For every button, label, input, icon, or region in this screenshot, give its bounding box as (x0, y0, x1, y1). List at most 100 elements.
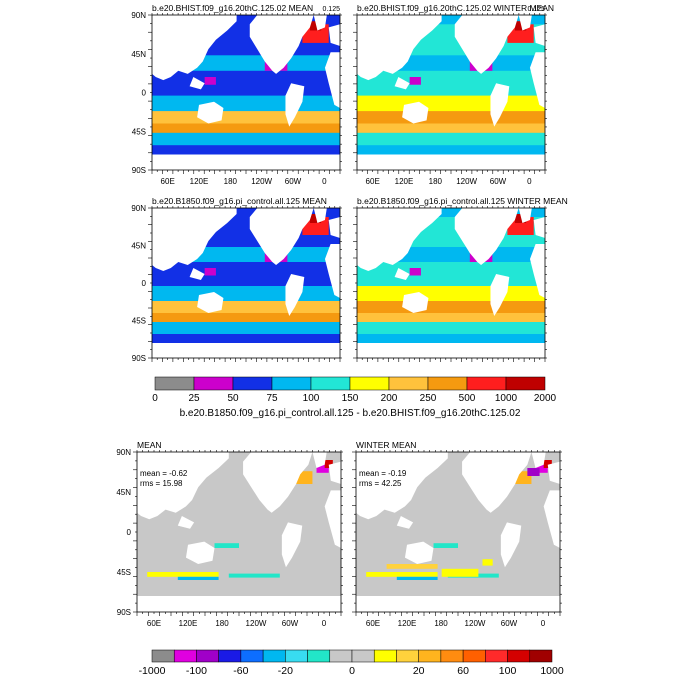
ocean-band (357, 95, 545, 112)
ocean-band (357, 322, 545, 335)
map-panel-p2: b.e20.B1850.f09_g16.pi_control.all.125 M… (131, 196, 342, 363)
ocean-band (152, 145, 340, 155)
coastal-band (409, 77, 421, 85)
lat-label: 90S (132, 354, 146, 363)
colorbar-swatch (173, 649, 197, 663)
ocean-band (152, 111, 340, 124)
colorbar-swatch (196, 649, 219, 663)
colorbar-label: 20 (413, 665, 425, 677)
hotspot (507, 217, 534, 235)
colorbar-label: 25 (188, 393, 200, 404)
panel-title: b.e20.BHIST.f09_g16.20thC.125.02 MEAN (152, 3, 313, 13)
map-panel-p3: b.e20.B1850.f09_g16.pi_control.all.125 W… (353, 196, 568, 362)
lat-label: 0 (142, 89, 147, 98)
lon-label: 180 (224, 177, 238, 186)
colorbar-label: 1000 (540, 665, 564, 677)
map-area (356, 452, 560, 612)
ocean-band (152, 322, 340, 335)
hotspot (302, 24, 329, 43)
anomaly-patch (316, 463, 329, 473)
lat-label: 0 (127, 528, 132, 537)
ocean-band (357, 301, 545, 314)
hotspot (309, 21, 322, 31)
lon-label: 60W (282, 619, 299, 628)
lat-label: 45N (116, 488, 131, 497)
anomaly-patch (177, 576, 219, 580)
colorbar-swatch (310, 376, 351, 391)
map-area (357, 208, 545, 358)
ocean-band (357, 123, 545, 134)
colorbar-label: -20 (278, 665, 293, 677)
stat-mean: mean = -0.62 (140, 469, 188, 478)
coastal-band (409, 268, 421, 276)
colorbar-label: 50 (227, 393, 239, 404)
lon-label: 180 (215, 619, 229, 628)
lon-label: 60E (366, 619, 380, 628)
anomaly-patch (386, 564, 438, 569)
hotspot (514, 214, 527, 223)
anomaly-patch (214, 543, 239, 548)
colorbar-top: 0 25 50 75 100 150 200 250 500 1000 2000 (152, 376, 557, 404)
colorbar-swatch (307, 649, 331, 663)
colorbar-swatch (151, 649, 175, 663)
lon-label: 0 (527, 177, 532, 186)
panel-title: MEAN (137, 440, 162, 450)
ocean-band (152, 334, 340, 344)
stat-rms: rms = 42.25 (359, 479, 402, 488)
colorbar-label: 60 (457, 665, 469, 677)
lon-label: 180 (434, 619, 448, 628)
stat-rms: rms = 15.98 (140, 479, 183, 488)
colorbar-label: -100 (186, 665, 207, 677)
lon-label: 0 (541, 619, 546, 628)
hotspot (302, 217, 329, 235)
map-panel-p0: b.e20.BHIST.f09_g16.20thC.125.02 MEAN 0.1… (131, 3, 342, 186)
colorbar-label: 0 (152, 393, 158, 404)
tick-marks (148, 206, 342, 362)
panel-title: b.e20.B1850.f09_g16.pi_control.all.125 W… (357, 196, 568, 206)
ocean-band (357, 15, 545, 25)
colorbar-label: 250 (420, 393, 437, 404)
tick-marks (148, 13, 342, 174)
anomaly-patch (147, 572, 219, 577)
anomaly-patch (515, 471, 532, 484)
ocean-band (152, 70, 340, 97)
panel-title: b.e20.B1850.f09_g16.pi_control.all.125 M… (152, 196, 327, 206)
colorbar-swatch (351, 649, 375, 663)
ocean-band (357, 145, 545, 155)
colorbar-label: 75 (266, 393, 278, 404)
hotspot (514, 21, 527, 31)
anomaly-patch (433, 543, 458, 548)
colorbar-bottom: -1000 -100 -60 -20 0 20 60 100 1000 (139, 649, 564, 677)
stat-mean: mean = -0.19 (359, 469, 407, 478)
colorbar-label: -1000 (139, 665, 166, 677)
lat-label: 45N (131, 50, 146, 59)
tick-marks (353, 206, 547, 362)
map-panel-d0: MEAN 90N 45N 0 45S 90S 60E 120E 180 120W 60W 0 mean … (116, 440, 343, 628)
colorbar-swatch (396, 649, 419, 663)
anomaly-patch (396, 576, 438, 580)
colorbar-swatch (271, 376, 312, 391)
ocean-band (357, 262, 545, 287)
map-panel-d1: WINTER MEAN 60E 120E 180 120W 60W 0 mean = -0.1… (352, 440, 562, 628)
colorbar-swatch (466, 376, 507, 391)
colorbar-label: 100 (499, 665, 517, 677)
map-area (152, 208, 340, 358)
anomaly-patch (543, 460, 552, 468)
coastal-band (204, 268, 216, 276)
lat-label: 90N (131, 204, 146, 213)
lon-label: 60W (501, 619, 518, 628)
lon-label: 60E (147, 619, 161, 628)
colorbar-swatch (418, 649, 442, 663)
ocean-band (152, 132, 340, 146)
anomaly-patch (366, 572, 438, 577)
ocean-band (152, 301, 340, 314)
lat-label: 90S (132, 166, 146, 175)
tick-marks (133, 450, 343, 616)
ocean-band (152, 123, 340, 134)
lat-label: 90S (117, 608, 131, 617)
panel-title: b.e20.BHIST.f09_g16.20thC.125.02 WINTER … (357, 3, 554, 13)
anomaly-patch (482, 559, 493, 566)
lon-label: 60E (161, 177, 175, 186)
coastal-band (204, 77, 216, 85)
